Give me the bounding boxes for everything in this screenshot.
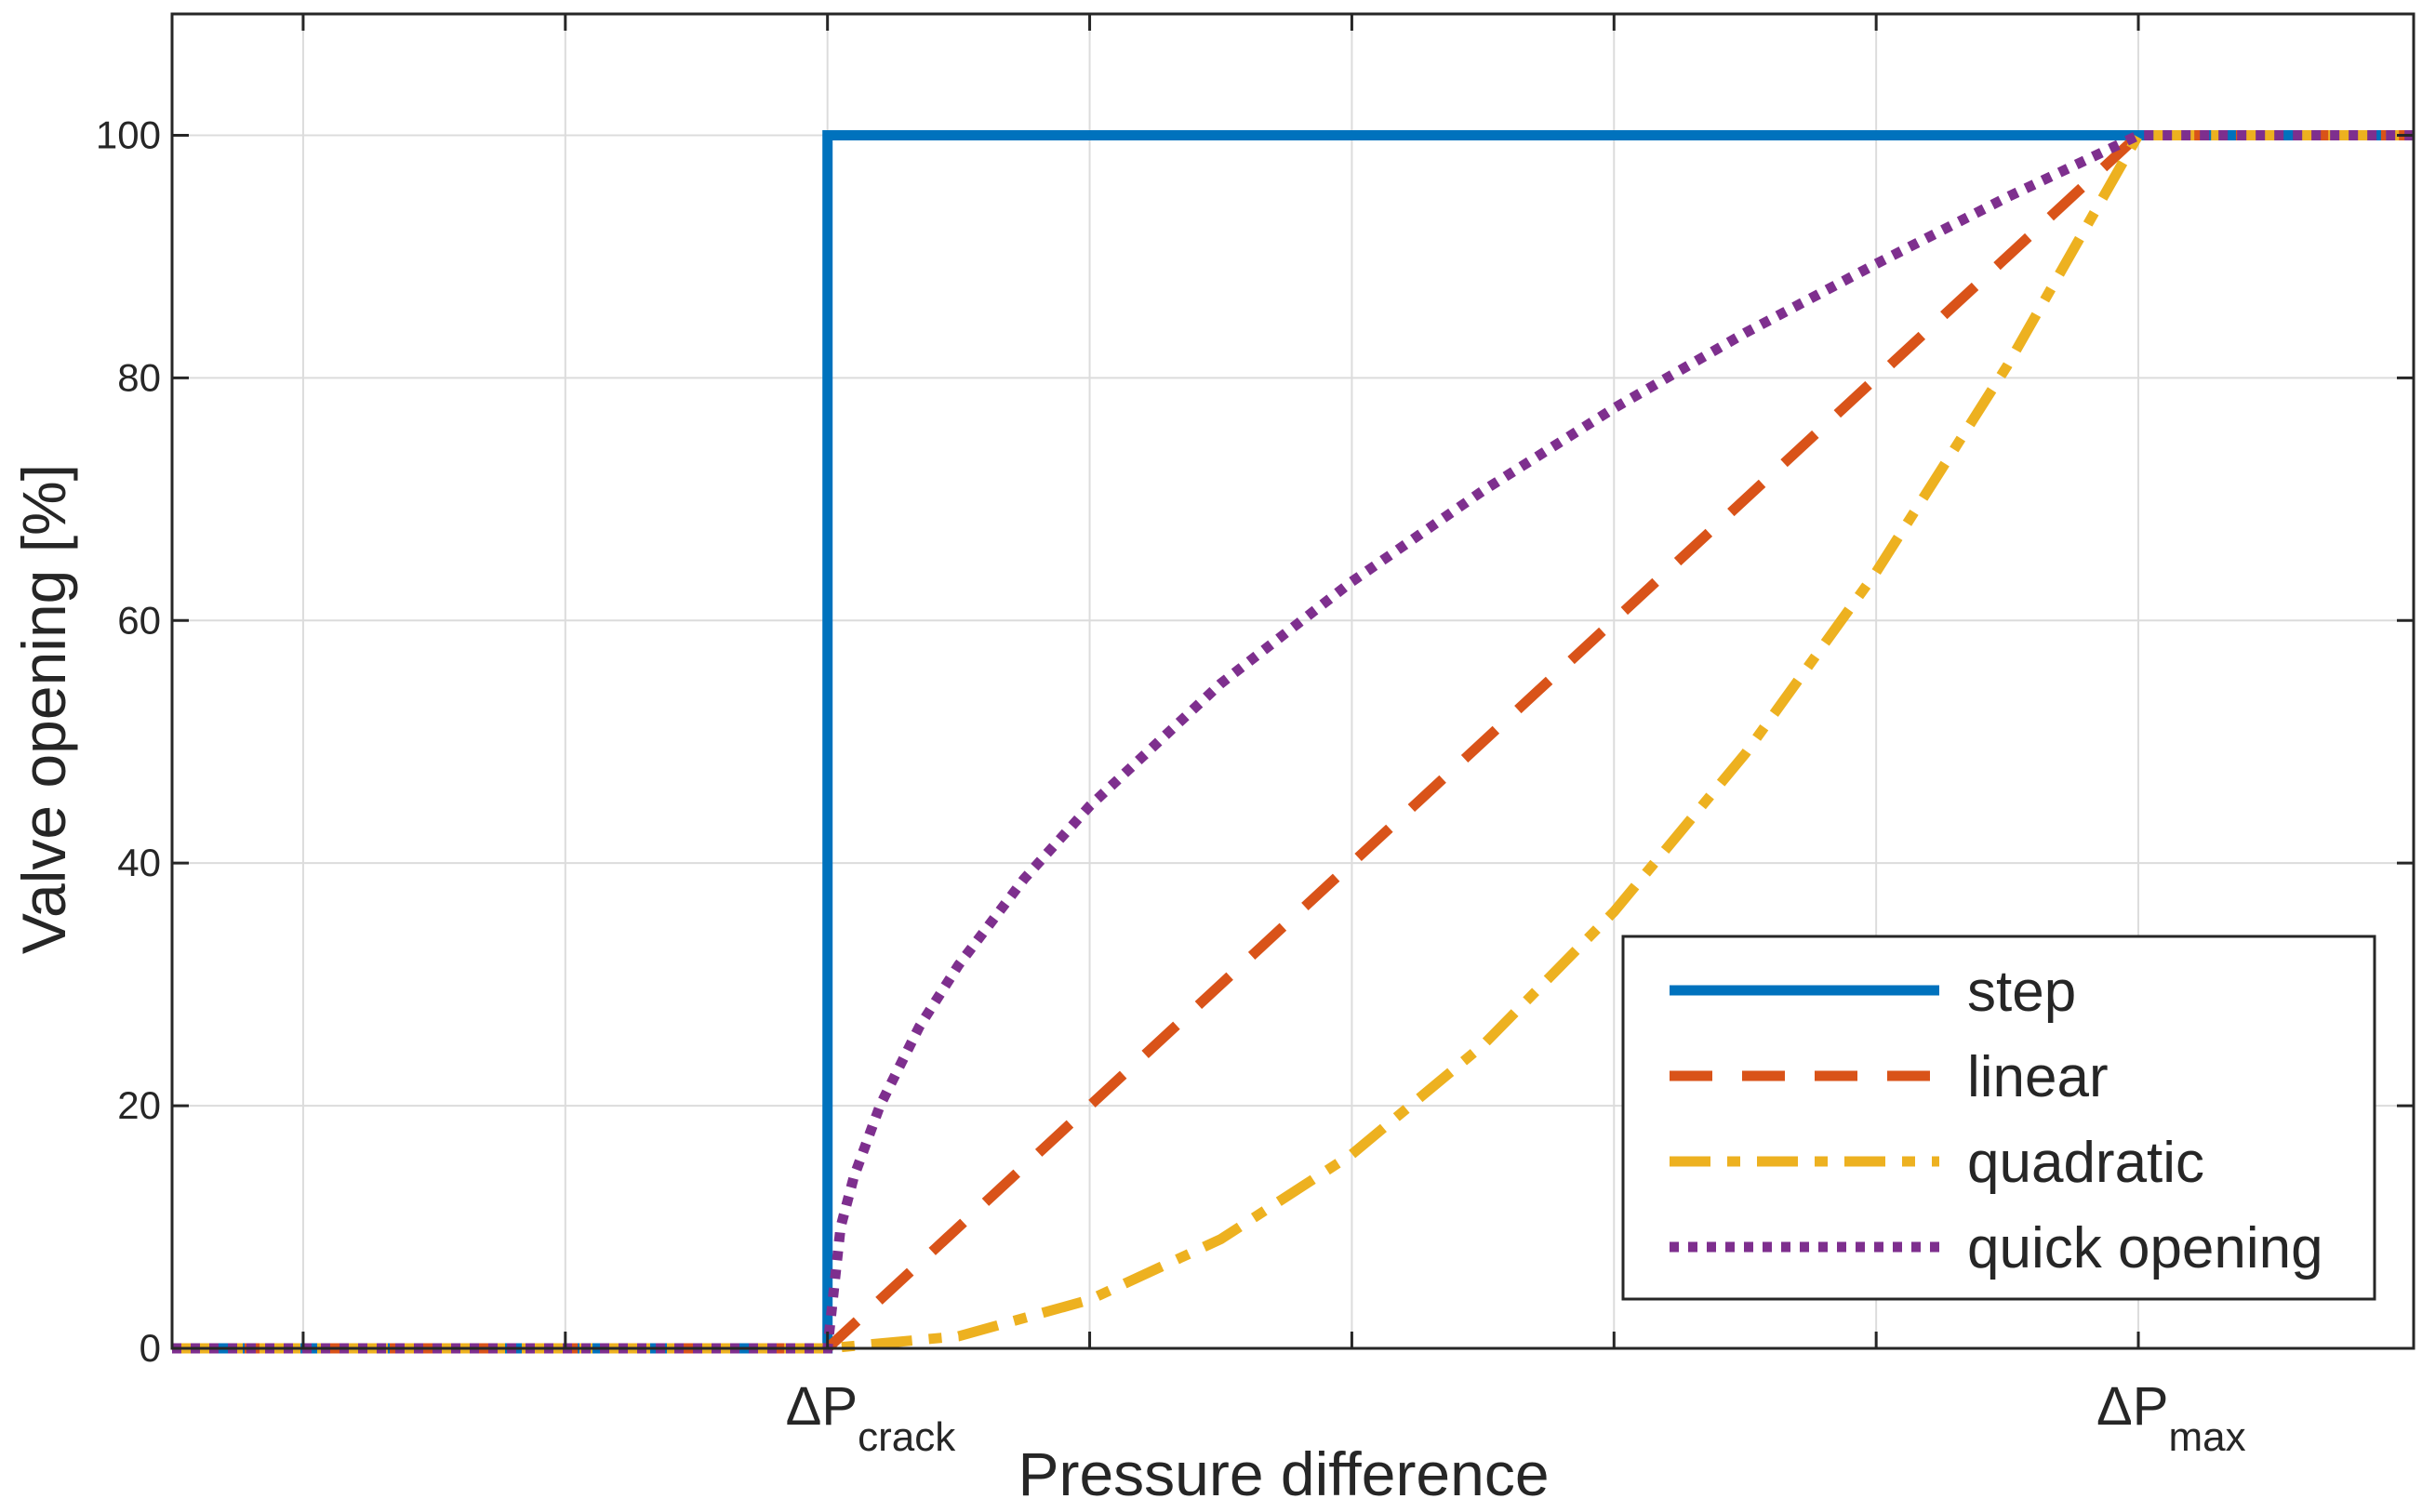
- plot-frame: [170, 12, 2415, 1350]
- y-tick-label: 0: [140, 1326, 161, 1370]
- x-tick-label-sub: crack: [858, 1414, 956, 1460]
- legend-label: linear: [1967, 1045, 2109, 1109]
- x-tick-label-crack: ΔPcrack: [786, 1376, 957, 1460]
- x-axis-title: Pressure difference: [1018, 1439, 1549, 1508]
- series-line-quadratic: [172, 130, 2414, 1354]
- legend: step linear quadratic quick opening: [1621, 935, 2376, 1301]
- legend-label: quadratic: [1967, 1131, 2204, 1195]
- legend-box: [1621, 935, 2376, 1301]
- x-tick-label-main: ΔP: [2096, 1376, 2168, 1437]
- legend-label: step: [1967, 960, 2076, 1024]
- x-tick-label-sub: max: [2168, 1414, 2245, 1460]
- y-tick-label: 80: [117, 355, 161, 399]
- y-tick-label: 60: [117, 598, 161, 642]
- legend-label: quick opening: [1967, 1216, 2323, 1280]
- x-tick-label-max: ΔPmax: [2096, 1376, 2246, 1460]
- y-axis-title: Valve opening [%]: [9, 464, 78, 954]
- series-line-quick-opening: [172, 130, 2414, 1354]
- y-tick-label: 20: [117, 1083, 161, 1127]
- x-tick-label-main: ΔP: [786, 1376, 858, 1437]
- y-tick-label: 40: [117, 841, 161, 884]
- y-tick-label: 100: [96, 113, 161, 156]
